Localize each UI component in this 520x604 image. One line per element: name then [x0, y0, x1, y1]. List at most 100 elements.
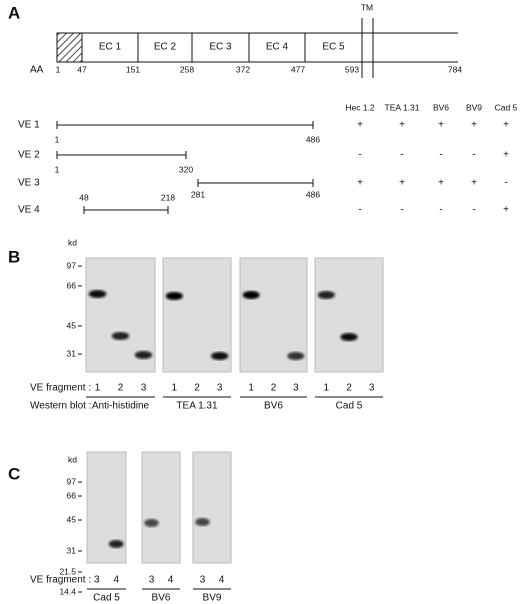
reactivity: + [399, 120, 405, 131]
antibody-header: BV6 [433, 102, 449, 112]
domain-label: EC 5 [322, 42, 345, 53]
band [195, 518, 210, 526]
reactivity: + [438, 178, 444, 189]
lane-label: 3 [94, 575, 100, 586]
lane-label: 2 [194, 383, 200, 394]
lane-label: 4 [113, 575, 119, 586]
lane-label: 2 [118, 383, 124, 394]
lane-label: 3 [293, 383, 299, 394]
lane-label: 4 [168, 575, 174, 586]
antibody-label: Cad 5 [336, 401, 363, 412]
marker-label: 97 [67, 260, 77, 270]
marker-label: 66 [67, 280, 77, 290]
reactivity: + [471, 178, 477, 189]
fragment-end-label: 320 [179, 164, 193, 174]
position-label: 593 [345, 64, 359, 74]
reactivity: - [358, 150, 361, 161]
reactivity: + [503, 120, 509, 131]
reactivity: + [503, 150, 509, 161]
position-label: 151 [126, 64, 140, 74]
fragment-end-label: 218 [161, 192, 175, 202]
fragment-axis-label: VE fragment : [30, 383, 91, 394]
marker-label: 45 [67, 514, 77, 524]
reactivity: - [504, 178, 507, 189]
lane-label: 3 [369, 383, 375, 394]
panel-label: B [8, 247, 20, 266]
band [211, 352, 229, 360]
reactivity: + [357, 178, 363, 189]
lane-label: 2 [346, 383, 352, 394]
reactivity: - [472, 150, 475, 161]
blot [314, 257, 384, 373]
domain-label: EC 2 [154, 42, 177, 53]
marker-label: 45 [67, 320, 77, 330]
band [242, 291, 260, 299]
reactivity: + [503, 205, 509, 216]
band [108, 540, 124, 548]
band [88, 290, 107, 298]
band [111, 332, 130, 340]
fragment-start: 1 [55, 134, 60, 144]
band [317, 291, 335, 299]
antibody-header: BV9 [466, 102, 482, 112]
blot [141, 451, 181, 564]
antibody-header: Hec 1.2 [345, 102, 375, 112]
marker-label: 31 [67, 348, 77, 358]
reactivity: - [439, 205, 442, 216]
blot-axis-label: Western blot : [30, 401, 92, 412]
antibody-label: BV9 [203, 593, 222, 604]
reactivity: - [400, 205, 403, 216]
marker-label: 14.4 [59, 586, 76, 596]
position-label: 1 [56, 64, 61, 74]
band [340, 333, 358, 341]
lane-label: 3 [141, 383, 147, 394]
fragment-start: 1 [55, 164, 60, 174]
position-label: 784 [448, 64, 462, 74]
fragment-name: VE 3 [18, 178, 40, 189]
band [134, 351, 153, 359]
lane-label: 4 [219, 575, 225, 586]
lane-label: 2 [271, 383, 277, 394]
lane-label: 3 [217, 383, 223, 394]
unit-label: kd [68, 237, 77, 247]
band [144, 519, 159, 527]
lane-label: 1 [248, 383, 254, 394]
band [165, 292, 183, 300]
marker-label: 66 [67, 490, 77, 500]
reactivity: + [471, 120, 477, 131]
antibody-header: Cad 5 [495, 102, 518, 112]
band [287, 352, 305, 360]
reactivity: - [472, 205, 475, 216]
lane-label: 1 [172, 383, 178, 394]
lane-label: 1 [324, 383, 330, 394]
antibody-label: TEA 1.31 [176, 401, 218, 412]
lane-label: 3 [149, 575, 155, 586]
lane-label: 3 [200, 575, 206, 586]
fragment-axis-label: VE fragment : [30, 575, 91, 586]
fragment-end-label: 486 [306, 134, 320, 144]
marker-label: 21.5 [59, 566, 76, 576]
fragment-end-label: 486 [306, 189, 320, 199]
signal-peptide [56, 32, 83, 63]
reactivity: - [400, 150, 403, 161]
reactivity: - [358, 205, 361, 216]
position-label: 258 [180, 64, 194, 74]
antibody-header: TEA 1.31 [385, 102, 420, 112]
position-label: 47 [77, 64, 87, 74]
aa-label: AA [30, 65, 44, 76]
position-label: 477 [291, 64, 305, 74]
reactivity: + [438, 120, 444, 131]
reactivity: + [399, 178, 405, 189]
antibody-label: BV6 [264, 401, 283, 412]
domain-label: EC 1 [99, 42, 122, 53]
antibody-label: BV6 [152, 593, 171, 604]
panel-label: A [8, 3, 20, 22]
panel-label: C [8, 464, 20, 483]
antibody-label: Anti-histidine [92, 401, 150, 412]
tm-label: TM [361, 2, 373, 12]
fragment-name: VE 2 [18, 150, 40, 161]
domain-label: EC 3 [209, 42, 232, 53]
marker-label: 31 [67, 545, 77, 555]
fragment-name: VE 4 [18, 205, 40, 216]
